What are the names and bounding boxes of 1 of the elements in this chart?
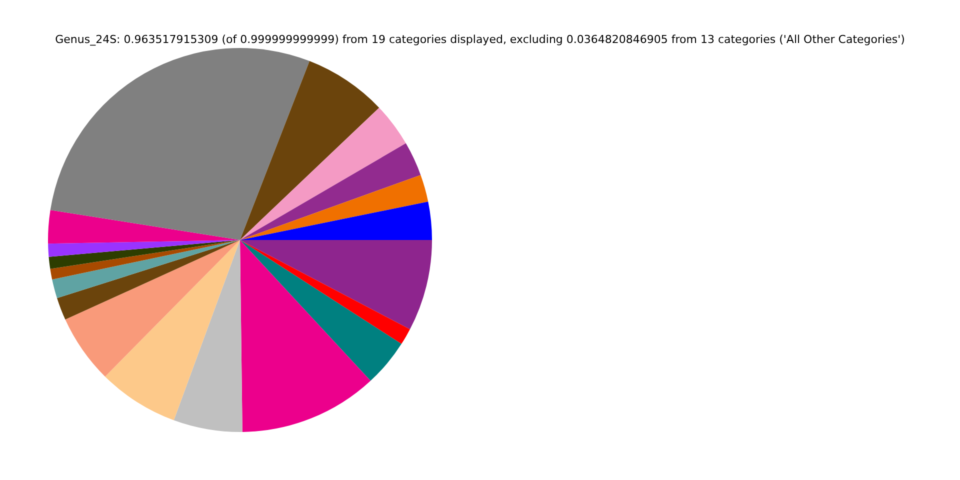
text: Genus_24S: 0.963517915309 (of 0.999999999999) from 19 categories displayed, excluding 0.0364820846905 from 13 categories ('All Other Categories') bbox=[55, 32, 905, 46]
